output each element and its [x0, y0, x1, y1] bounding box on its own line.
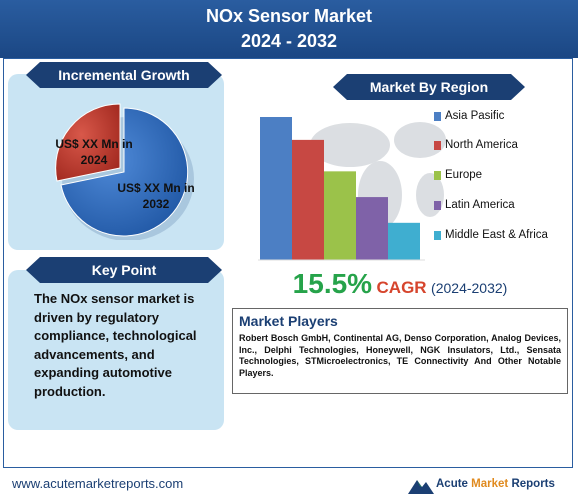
legend-swatch-latin-america: [434, 201, 441, 210]
bar-asia-pasific: [260, 117, 292, 260]
legend-label-asia-pasific: Asia Pasific: [445, 110, 505, 122]
cagr-value: 15.5%: [292, 268, 373, 299]
bar-europe: [324, 171, 356, 260]
key-point-banner: Key Point: [26, 257, 222, 283]
bar-latin-america: [356, 197, 388, 260]
legend-swatch-north-america: [434, 141, 441, 150]
legend-label-europe: Europe: [445, 169, 483, 181]
page-subtitle-years: 2024 - 2032: [240, 31, 338, 51]
legend-label-latin-america: Latin America: [445, 199, 515, 211]
market-players-box: Market Players Robert Bosch GmbH, Contin…: [232, 308, 568, 394]
logo-word-acute: Acute: [436, 478, 468, 490]
legend-label-north-america: North America: [445, 139, 518, 151]
cagr-period: (2024-2032): [431, 280, 508, 296]
legend-swatch-europe: [434, 171, 441, 180]
footer-logo: Acute Market Reports: [408, 474, 573, 496]
market-players-text: Robert Bosch GmbH, Continental AG, Denso…: [239, 333, 561, 378]
header-bar: NOx Sensor Market 2024 - 2032: [0, 0, 578, 58]
market-by-region-banner: Market By Region: [333, 74, 525, 100]
cagr-label: CAGR: [376, 278, 427, 297]
bars-group: [260, 117, 420, 260]
key-point-panel: [8, 270, 224, 430]
market-players-title: Market Players: [239, 313, 338, 329]
pie-label-2032: US$ XX Mn in 2032: [117, 181, 195, 211]
bar-middle-east-africa: [388, 222, 420, 260]
logo-word-reports: Reports: [511, 478, 555, 490]
logo-mountain-icon: [408, 480, 434, 494]
incremental-growth-pie: [55, 103, 194, 240]
footer-url-link[interactable]: www.acutemarketreports.com: [12, 476, 184, 491]
legend-label-middle-east-africa: Middle East & Africa: [445, 229, 548, 241]
bar-north-america: [292, 139, 324, 260]
market-by-region-chart: [258, 117, 446, 261]
logo-wordmark: Acute Market Reports: [436, 478, 555, 490]
legend-swatch-middle-east-africa: [434, 231, 441, 240]
incremental-growth-banner: Incremental Growth: [26, 62, 222, 88]
page-title: NOx Sensor Market: [205, 6, 373, 26]
pie-slice-2024: [55, 103, 121, 182]
cagr-line: 15.5% CAGR (2024-2032): [230, 268, 570, 300]
logo-word-market: Market: [471, 478, 509, 490]
key-point-text: The NOx sensor market is driven by regul…: [34, 291, 197, 399]
legend-swatch-asia-pasific: [434, 112, 441, 121]
pie-slice-2032: [60, 107, 189, 237]
pie-label-2024: US$ XX Mn in 2024: [55, 137, 133, 167]
